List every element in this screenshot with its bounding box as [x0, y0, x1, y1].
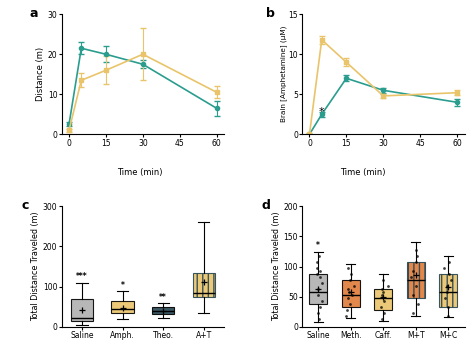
Text: b: b [266, 7, 275, 20]
Text: *: * [316, 241, 320, 250]
Point [414, 301, 421, 307]
Text: Time (min): Time (min) [117, 168, 163, 177]
Point [315, 253, 323, 258]
Point [440, 265, 448, 271]
Point [378, 316, 386, 322]
Text: *: * [120, 281, 125, 290]
Point [380, 277, 387, 283]
Point [409, 268, 417, 274]
PathPatch shape [152, 307, 174, 314]
Point [444, 313, 452, 319]
Text: ***: *** [76, 272, 88, 281]
Point [344, 265, 351, 271]
Point [313, 265, 321, 271]
PathPatch shape [192, 273, 215, 296]
Point [350, 283, 358, 289]
Point [316, 317, 323, 322]
Point [316, 305, 324, 310]
Text: a: a [29, 7, 37, 20]
Point [378, 286, 386, 292]
PathPatch shape [439, 274, 457, 307]
Point [314, 293, 321, 298]
Point [318, 299, 326, 304]
Point [313, 259, 321, 264]
Point [314, 286, 321, 292]
Point [314, 311, 322, 316]
Point [345, 289, 353, 295]
PathPatch shape [71, 299, 93, 321]
Point [343, 313, 350, 319]
Y-axis label: Total Distance Traveled (m): Total Distance Traveled (m) [272, 212, 281, 321]
Text: Time (min): Time (min) [340, 168, 385, 177]
Point [316, 268, 323, 274]
Point [412, 247, 420, 252]
PathPatch shape [374, 289, 392, 310]
Point [380, 298, 388, 304]
Point [443, 289, 450, 295]
PathPatch shape [407, 262, 425, 298]
Point [444, 304, 451, 310]
Point [346, 277, 354, 283]
Text: d: d [262, 199, 270, 212]
Point [344, 286, 351, 292]
Point [318, 280, 326, 286]
Point [348, 293, 356, 298]
Point [444, 283, 451, 289]
Point [445, 271, 453, 277]
Point [409, 293, 417, 298]
PathPatch shape [111, 301, 134, 313]
PathPatch shape [310, 274, 327, 304]
Point [441, 295, 449, 301]
Point [445, 259, 453, 264]
Point [345, 295, 352, 301]
Point [343, 307, 351, 313]
Point [378, 293, 386, 298]
Text: *: * [319, 107, 325, 117]
Point [347, 271, 355, 277]
Point [379, 289, 386, 295]
Point [384, 283, 392, 289]
Point [412, 283, 420, 289]
Y-axis label: Total Distance Traveled (m): Total Distance Traveled (m) [31, 212, 40, 321]
Point [412, 259, 420, 264]
Point [380, 310, 387, 316]
Point [316, 274, 324, 280]
Point [346, 301, 353, 307]
Y-axis label: Distance (m): Distance (m) [36, 47, 45, 101]
Text: c: c [21, 199, 28, 212]
Point [410, 311, 417, 316]
Point [313, 271, 321, 277]
Point [414, 253, 421, 258]
PathPatch shape [342, 280, 360, 307]
Point [377, 304, 384, 310]
Text: **: ** [159, 293, 167, 302]
Y-axis label: Brain [Amphetamine] (μM): Brain [Amphetamine] (μM) [280, 26, 287, 122]
Point [447, 277, 455, 283]
Point [408, 274, 415, 280]
